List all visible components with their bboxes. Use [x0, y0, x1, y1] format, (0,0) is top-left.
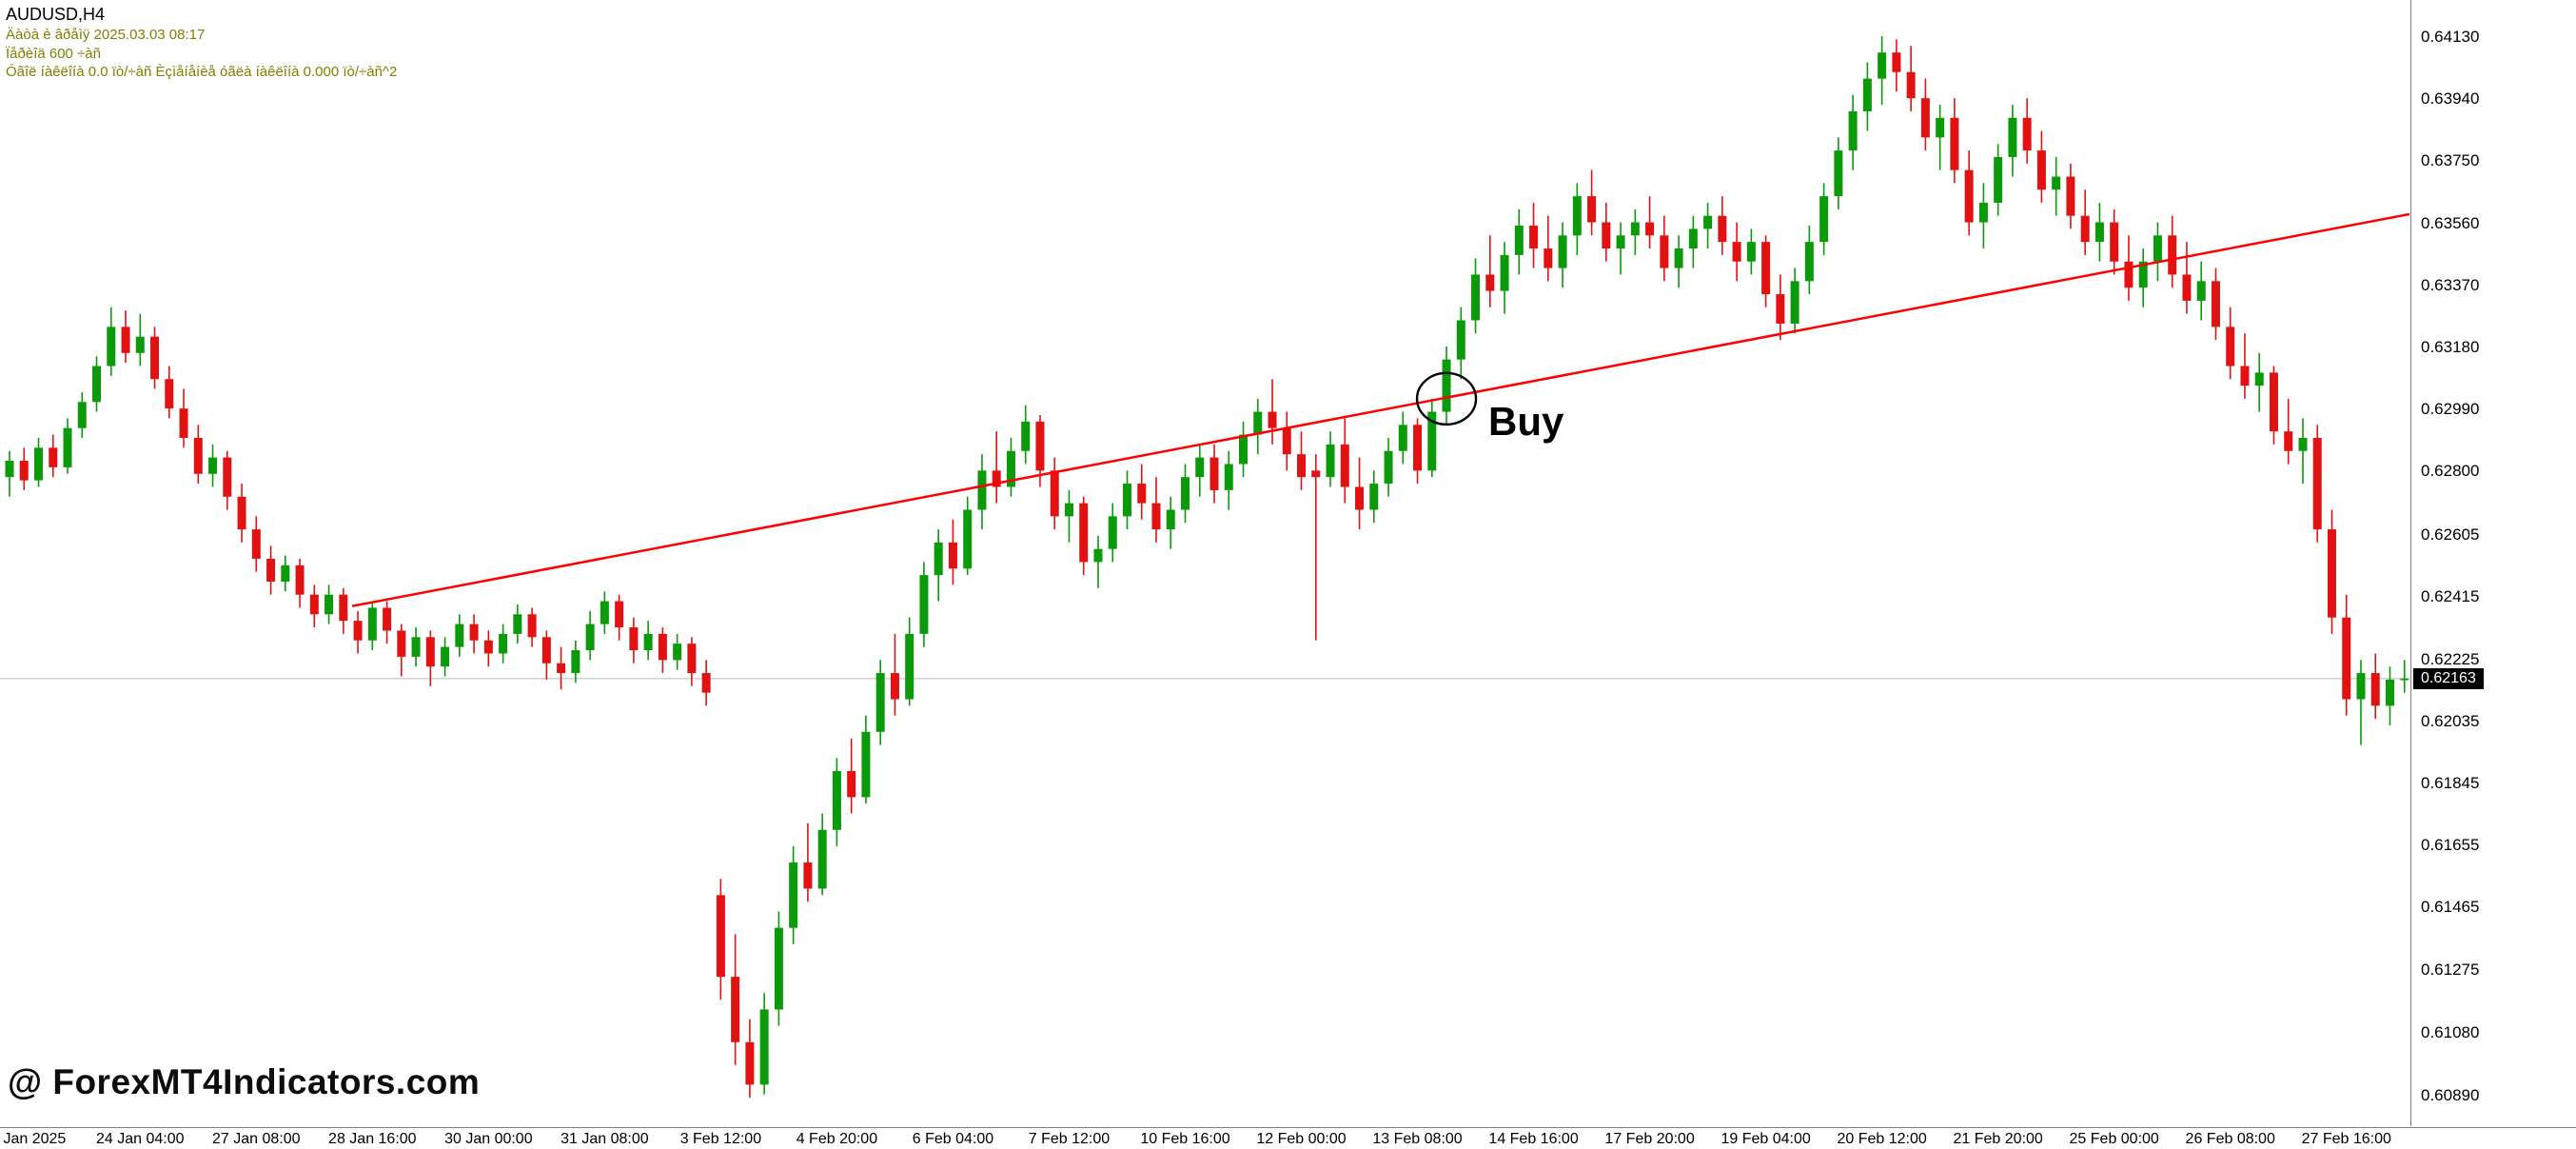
time-axis-label: 7 Feb 12:00	[1028, 1131, 1111, 1147]
price-axis-label: 0.62415	[2421, 587, 2480, 606]
time-axis-label: 19 Feb 04:00	[1721, 1131, 1811, 1147]
price-axis-label: 0.62035	[2421, 711, 2480, 730]
time-axis[interactable]: 22 Jan 2025 24 Jan 04:00 27 Jan 08:00 28 Ja…	[0, 1127, 2576, 1149]
price-axis-label: 0.62225	[2421, 649, 2480, 668]
buy-signal-circle[interactable]	[1415, 371, 1478, 426]
price-axis[interactable]: 0.64130 0.63940 0.63750 0.63560 0.63370 0.631…	[2410, 0, 2576, 1126]
price-axis-label: 0.62990	[2421, 400, 2480, 419]
time-axis-label: 22 Jan 2025	[0, 1131, 67, 1147]
time-axis-label: 30 Jan 00:00	[444, 1131, 533, 1147]
price-axis-label: 0.61275	[2421, 960, 2480, 979]
price-axis-label: 0.60890	[2421, 1085, 2480, 1104]
buy-annotation[interactable]: Buy	[1488, 398, 1564, 444]
price-axis-label: 0.62800	[2421, 462, 2480, 481]
time-axis-label: 26 Feb 08:00	[2185, 1131, 2275, 1147]
time-axis-label: 13 Feb 08:00	[1372, 1131, 1463, 1147]
time-axis-label: 10 Feb 16:00	[1140, 1131, 1230, 1147]
price-axis-label: 0.61845	[2421, 773, 2480, 792]
time-axis-label: 27 Feb 16:00	[2301, 1131, 2391, 1147]
time-axis-label: 6 Feb 04:00	[912, 1131, 994, 1147]
time-axis-label: 17 Feb 20:00	[1604, 1131, 1695, 1147]
price-axis-label: 0.62605	[2421, 525, 2480, 545]
price-axis-label: 0.63180	[2421, 337, 2480, 356]
time-axis-label: 25 Feb 00:00	[2069, 1131, 2159, 1147]
price-axis-label: 0.63560	[2421, 213, 2480, 232]
time-axis-label: 20 Feb 12:00	[1837, 1131, 1927, 1147]
price-axis-label: 0.63750	[2421, 151, 2480, 170]
current-price-badge: 0.62163	[2413, 667, 2484, 689]
chart-plot-area[interactable]: AUDUSD,H4 Äàòà è âðåìÿ 2025.03.03 08:17 Ï…	[0, 0, 2409, 1126]
time-axis-label: 28 Jan 16:00	[328, 1131, 417, 1147]
price-axis-label: 0.61465	[2421, 898, 2480, 917]
time-axis-label: 12 Feb 00:00	[1256, 1131, 1347, 1147]
watermark-text: @ ForexMT4Indicators.com	[8, 1062, 481, 1101]
time-axis-label: 31 Jan 08:00	[560, 1131, 649, 1147]
trendline[interactable]	[351, 212, 2409, 607]
price-axis-label: 0.61655	[2421, 836, 2480, 855]
time-axis-label: 27 Jan 08:00	[212, 1131, 301, 1147]
time-axis-label: 14 Feb 16:00	[1488, 1131, 1579, 1147]
time-axis-label: 24 Jan 04:00	[96, 1131, 185, 1147]
price-axis-label: 0.63370	[2421, 275, 2480, 294]
price-axis-label: 0.63940	[2421, 89, 2480, 109]
price-axis-label: 0.64130	[2421, 28, 2480, 46]
price-axis-label: 0.61080	[2421, 1023, 2480, 1042]
candlestick-chart	[0, 36, 2409, 1099]
time-axis-label: 21 Feb 20:00	[1953, 1131, 2043, 1147]
time-axis-label: 4 Feb 20:00	[796, 1131, 878, 1147]
candles-layer	[5, 36, 2409, 1099]
time-axis-label: 3 Feb 12:00	[679, 1131, 762, 1147]
